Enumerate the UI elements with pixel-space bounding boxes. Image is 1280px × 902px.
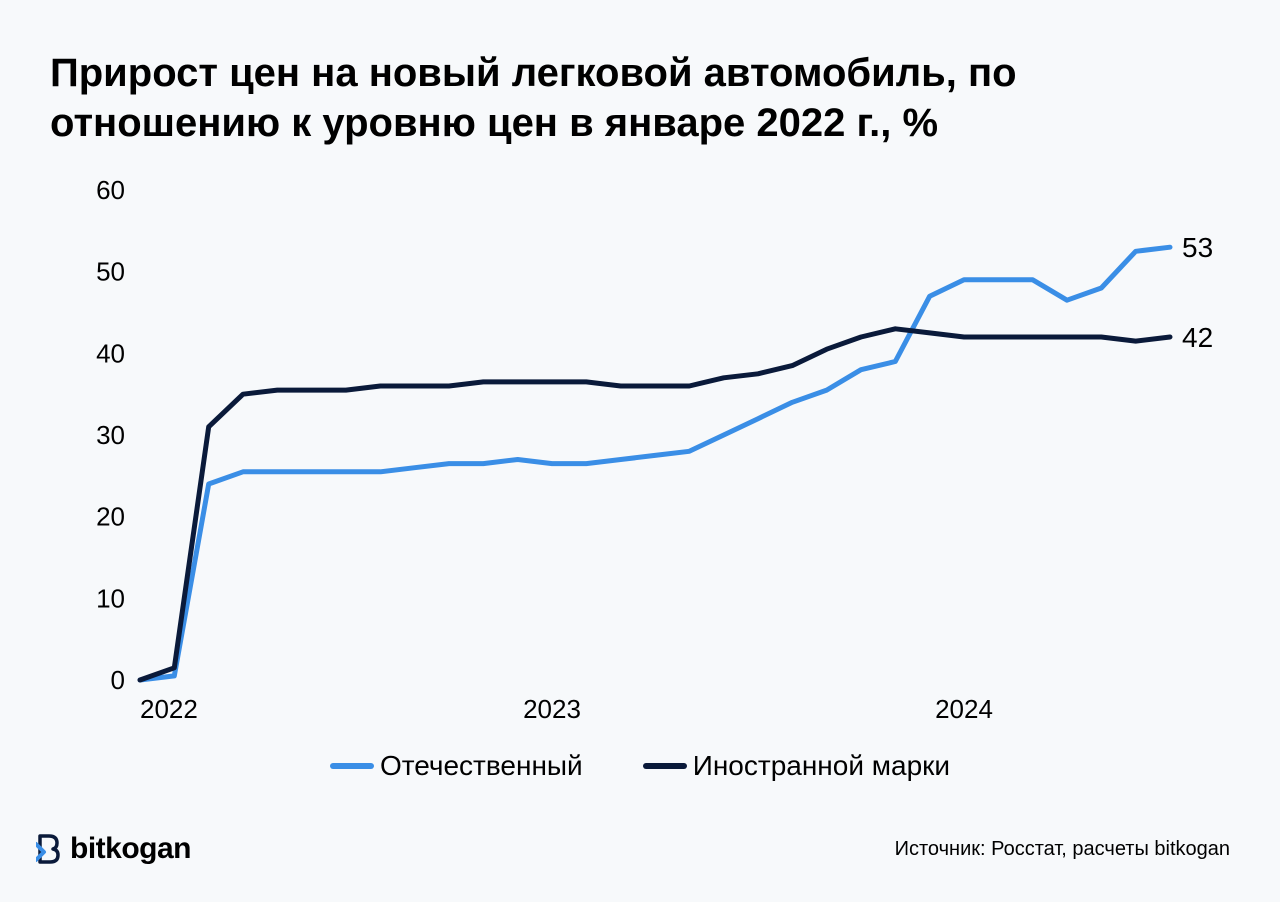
series-line-foreign: [140, 329, 1170, 680]
x-tick-label: 2023: [523, 694, 581, 724]
line-chart: 01020304050602022202320245342: [50, 180, 1230, 740]
x-tick-label: 2022: [140, 694, 198, 724]
brand-name: bitkogan: [70, 832, 191, 866]
legend-item-domestic: Отечественный: [330, 750, 583, 782]
y-tick-label: 40: [96, 338, 125, 368]
series-end-label-domestic: 53: [1182, 232, 1213, 263]
legend-item-foreign: Иностранной марки: [643, 750, 950, 782]
y-tick-label: 10: [96, 583, 125, 613]
y-tick-label: 0: [111, 665, 125, 695]
chart-area: 01020304050602022202320245342: [50, 180, 1230, 740]
legend-label: Иностранной марки: [693, 750, 950, 782]
brand-logo: bitkogan: [36, 832, 191, 866]
brand-icon: [36, 834, 62, 864]
chart-title: Прирост цен на новый легковой автомобиль…: [50, 48, 1230, 148]
legend: Отечественный Иностранной марки: [0, 750, 1280, 782]
y-tick-label: 30: [96, 420, 125, 450]
series-line-domestic: [140, 247, 1170, 680]
legend-swatch: [330, 763, 374, 769]
y-tick-label: 20: [96, 502, 125, 532]
x-tick-label: 2024: [935, 694, 993, 724]
series-end-label-foreign: 42: [1182, 322, 1213, 353]
y-tick-label: 60: [96, 175, 125, 205]
source-text: Источник: Росстат, расчеты bitkogan: [895, 838, 1230, 861]
y-tick-label: 50: [96, 257, 125, 287]
footer: bitkogan Источник: Росстат, расчеты bitk…: [36, 832, 1230, 866]
legend-swatch: [643, 763, 687, 769]
legend-label: Отечественный: [380, 750, 583, 782]
